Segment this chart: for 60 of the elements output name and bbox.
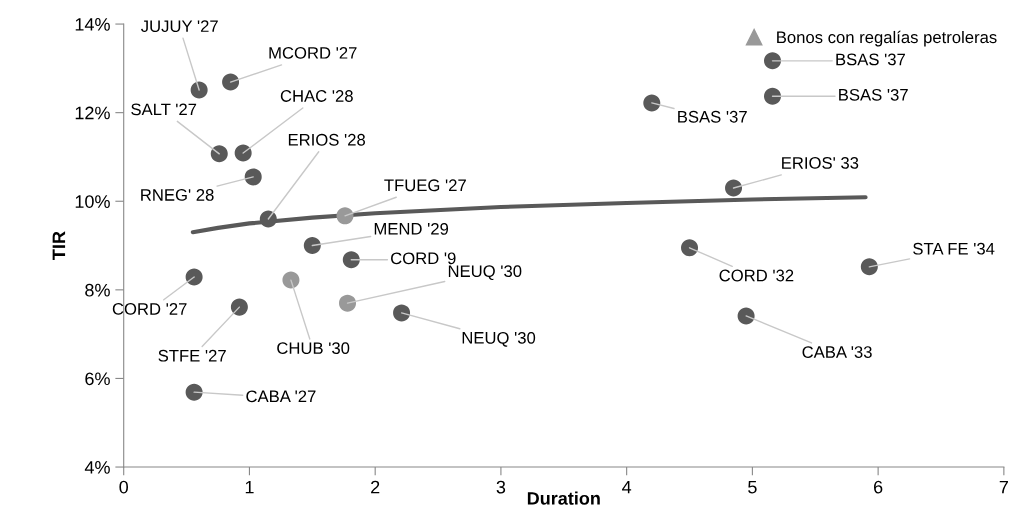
annotation: BSAS '37 <box>836 53 905 66</box>
x-tick-label: 2 <box>371 480 380 494</box>
annotation: MCORD '27 <box>269 46 357 59</box>
x-tick-label: 6 <box>874 480 883 494</box>
annotation: CORD '27 <box>112 303 187 315</box>
annotation: CHUB '30 <box>277 342 350 355</box>
annotation: TFUEG '27 <box>384 179 466 192</box>
annotation: JUJUY '27 <box>141 20 218 33</box>
y-tick-label: 4% <box>84 461 110 474</box>
point <box>230 298 248 316</box>
annotation: CORD '32 <box>719 269 794 282</box>
annotation: CORD '9 <box>391 252 456 265</box>
annotation: BSAS '37 <box>678 110 747 123</box>
x-axis-title: Duration <box>527 491 600 505</box>
point <box>185 268 203 286</box>
point <box>643 94 661 112</box>
annotation: STFE '27 <box>158 349 226 362</box>
point <box>303 237 321 255</box>
y-tick-label: 6% <box>85 372 110 386</box>
x-tick-label: 5 <box>748 480 757 494</box>
point <box>764 52 782 70</box>
point <box>860 258 878 276</box>
annotation: RNEG' 28 <box>141 189 214 201</box>
point <box>339 294 357 312</box>
annotation: STA FE '34 <box>913 242 995 255</box>
point <box>244 168 262 186</box>
x-tick-label: 1 <box>245 480 254 494</box>
annotation: BSAS '37 <box>839 88 908 101</box>
annotation: CABA '27 <box>246 390 316 403</box>
point <box>210 145 228 163</box>
legend-label: Bonos con regalías petroleras <box>777 30 997 47</box>
x-tick-label: 4 <box>622 480 632 494</box>
annotation: NEUQ '30 <box>462 331 536 347</box>
y-tick-label: 12% <box>75 106 110 120</box>
point <box>725 179 743 197</box>
annotation: NEUQ '30 <box>448 265 522 281</box>
annotation: SALT '27 <box>131 103 197 116</box>
y-tick-label: 10% <box>75 195 110 208</box>
point <box>234 144 252 162</box>
point <box>282 271 300 289</box>
x-tick-label: 3 <box>496 480 506 494</box>
annotation: MEND '29 <box>374 222 449 235</box>
annotation: CABA '33 <box>802 346 872 358</box>
point <box>336 207 354 225</box>
y-tick-label: 14% <box>75 18 110 31</box>
point <box>222 73 240 91</box>
point <box>259 210 277 228</box>
point <box>190 81 208 99</box>
point <box>185 383 203 401</box>
annotation: ERIOS' 33 <box>782 157 859 169</box>
annotation: CHAC '28 <box>280 90 353 102</box>
y-tick-label: 8% <box>85 283 110 297</box>
point <box>681 239 699 257</box>
annotation: ERIOS '28 <box>288 133 366 146</box>
x-tick-label: 0 <box>119 480 129 494</box>
x-tick-label: 7 <box>999 480 1008 494</box>
y-axis-title: TIR <box>52 231 66 260</box>
point <box>393 304 411 322</box>
point <box>764 87 782 105</box>
point <box>342 251 360 269</box>
